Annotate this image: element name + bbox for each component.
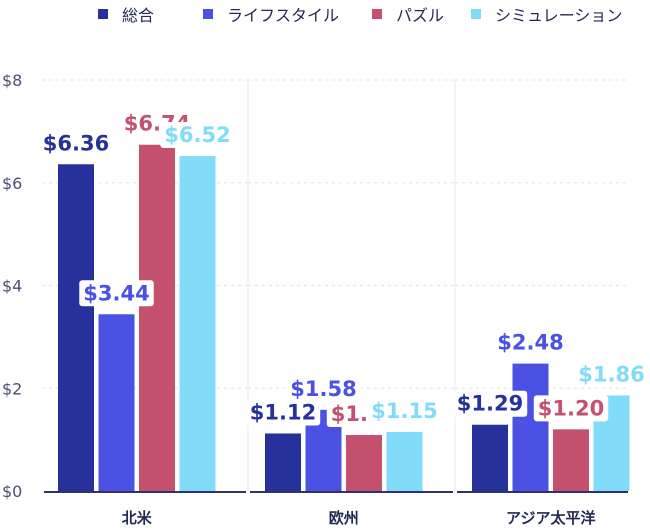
bar (472, 424, 508, 491)
data-label-group: $1.86 (574, 361, 649, 388)
bar (139, 144, 175, 492)
data-label-group: $1.58 (286, 375, 361, 402)
data-label-group: $2.48 (493, 329, 568, 356)
legend-label-sogo: 総合 (122, 6, 155, 25)
label-layer: $6.36$1.12 $1.29$3.44$1.58$2.48$6.74$1.09… (38, 110, 649, 428)
bar (179, 156, 216, 491)
bar-layer (58, 144, 630, 492)
bar (512, 363, 549, 491)
data-label-plate (367, 397, 442, 424)
axis-layer: $0 $2 $4 $6 $8 北米 欧州 アジア太平洋 (2, 71, 628, 527)
category-label: 北米 (122, 509, 153, 527)
bar (265, 433, 301, 491)
data-label-group: $1.12 (245, 399, 321, 426)
bar (553, 429, 589, 491)
y-tick-label: $6 (2, 174, 22, 193)
legend-item-simulation: シミュレーション (471, 2, 622, 26)
legend-swatch-lifestyle (203, 9, 213, 19)
data-label: $1.29 (457, 392, 523, 416)
data-label-plate (452, 390, 528, 417)
data-label-plate (493, 329, 568, 356)
y-tick-label: $8 (2, 71, 22, 90)
data-label: $1.86 (578, 362, 644, 386)
data-label-group: $1.15 (367, 397, 442, 424)
data-label-group: $1.29 (452, 390, 528, 417)
data-label: $1.15 (371, 399, 437, 423)
legend-swatch-simulation (471, 9, 481, 19)
bar (98, 314, 135, 491)
data-label-group: $1.20 (533, 395, 609, 422)
bar (58, 164, 94, 491)
legend-swatch-puzzle (372, 9, 382, 19)
data-label-plate (533, 395, 609, 422)
data-label: $6.36 (43, 131, 109, 155)
data-label: $1.12 (250, 400, 316, 424)
legend-label-lifestyle: ライフスタイル (227, 6, 340, 25)
data-label-group: $3.44 (79, 280, 154, 307)
data-label-group: $6.36 (38, 130, 114, 157)
data-label-plate (160, 122, 235, 149)
legend-item-lifestyle: ライフスタイル (203, 2, 339, 26)
data-label: $6.52 (164, 123, 230, 147)
category-label: アジア太平洋 (506, 509, 595, 527)
legend-item-puzzle: パズル (372, 2, 444, 26)
data-label-plate (79, 280, 154, 307)
y-tick-label: $0 (2, 482, 22, 501)
legend-label-simulation: シミュレーション (495, 6, 623, 25)
legend-swatch-sogo (98, 9, 108, 19)
data-label-plate (286, 375, 361, 402)
data-label: $1.20 (538, 396, 604, 420)
bar (386, 431, 423, 491)
bar (346, 435, 382, 491)
data-label-plate (574, 361, 649, 388)
legend-item-sogo: 総合 (98, 2, 154, 26)
data-label: $3.44 (83, 281, 149, 305)
legend: 総合 ライフスタイル パズル シミュレーション (0, 0, 650, 26)
data-label-plate (245, 399, 321, 426)
data-label: $2.48 (497, 331, 563, 355)
data-label: $1.58 (290, 377, 356, 401)
category-label: 欧州 (329, 509, 359, 527)
y-tick-label: $2 (2, 379, 22, 398)
y-tick-label: $4 (2, 277, 22, 296)
data-label-plate (38, 130, 114, 157)
legend-label-puzzle: パズル (396, 6, 445, 25)
data-label-group: $6.52 (160, 122, 235, 149)
